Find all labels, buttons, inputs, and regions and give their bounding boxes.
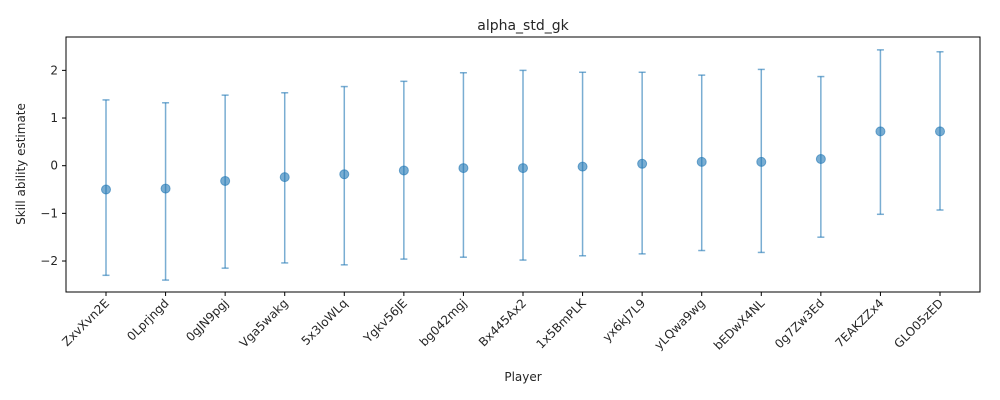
y-tick-label: −1 <box>40 206 58 220</box>
data-point <box>696 156 707 167</box>
x-tick-label: 5x3loWLq <box>299 296 351 348</box>
data-point <box>339 169 350 180</box>
data-point <box>220 175 231 186</box>
data-point <box>577 161 588 172</box>
y-tick-label: 1 <box>50 111 58 125</box>
x-tick-label: 0gJN9pgj <box>183 296 231 344</box>
x-tick-label: bg042mgj <box>417 296 470 349</box>
x-tick-label: Bx445Ax2 <box>476 296 529 349</box>
x-tick-label: yx6kJ7L9 <box>600 296 648 344</box>
x-tick-label: Ygkv56JE <box>360 296 410 346</box>
x-tick-label: 7EAKZZx4 <box>832 296 886 350</box>
data-point <box>398 165 409 176</box>
x-tick-label: 1x5BmPLK <box>533 295 589 351</box>
y-axis: −2 −1 0 1 2 <box>40 63 66 268</box>
y-tick-label: −2 <box>40 254 58 268</box>
data-point <box>518 163 528 174</box>
x-axis: ZxvXvn2E 0Lprjngd 0gJN9pgj Vga5wakg 5x3loWLq… <box>59 292 946 353</box>
chart-title: alpha_std_gk <box>477 18 569 34</box>
y-tick-label: 2 <box>50 63 58 77</box>
data-point <box>279 172 290 183</box>
x-tick-label: ZxvXvn2E <box>59 296 112 349</box>
data-point <box>815 154 826 165</box>
x-tick-label: 0g7Zw3Ed <box>772 296 827 351</box>
x-tick-label: GLO05zED <box>891 296 946 351</box>
x-tick-label: 0Lprjngd <box>124 296 171 343</box>
data-point <box>458 163 469 174</box>
data-point <box>160 183 171 194</box>
data-point <box>756 156 767 167</box>
y-tick-label: 0 <box>50 159 58 173</box>
x-axis-title: Player <box>504 370 541 384</box>
x-tick-label: yLQwa9wg <box>652 296 708 352</box>
x-tick-label: bEDwX4NL <box>711 296 768 353</box>
y-axis-title: Skill ability estimate <box>14 103 28 225</box>
x-tick-label: Vga5wakg <box>237 296 291 350</box>
data-point <box>637 158 648 169</box>
data-point <box>101 184 111 195</box>
plot-area <box>101 49 945 281</box>
data-point <box>935 126 945 137</box>
data-point <box>875 126 886 137</box>
